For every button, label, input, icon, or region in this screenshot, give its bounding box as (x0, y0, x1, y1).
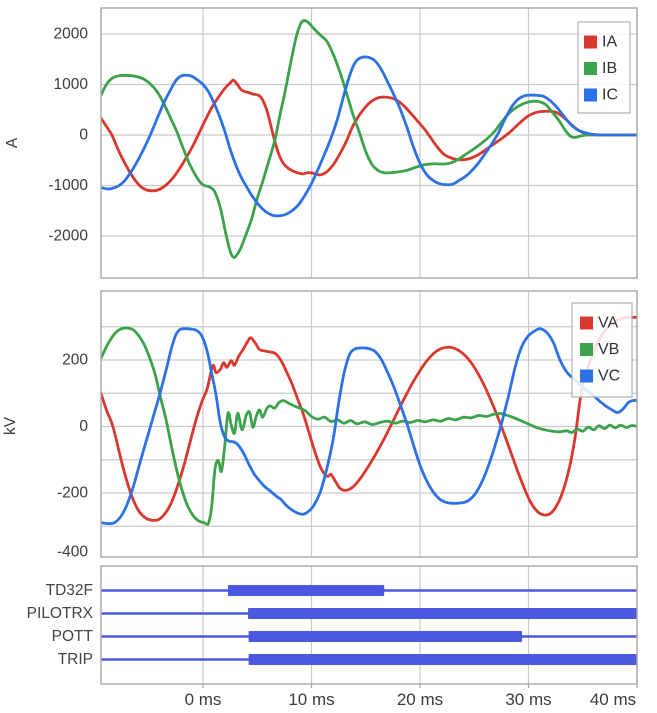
legend-swatch-IA (584, 35, 597, 49)
panel-digitals-border (100, 565, 638, 685)
legend-voltages: VA VB VC (571, 302, 633, 398)
digital-asserted-bar-TRIP (248, 654, 637, 665)
y-tick-label-currents--1000: -1000 (48, 177, 88, 194)
digital-row-label-PILOTRX: PILOTRX (27, 605, 94, 622)
digital-asserted-bar-PILOTRX (248, 608, 637, 619)
panel-currents-border (100, 7, 638, 279)
series-VB-curve (101, 326, 637, 526)
x-tick-label-20ms: 20 ms (397, 690, 443, 709)
y-tick-label-voltages--200: -200 (57, 485, 88, 502)
x-tick-label-40ms: 40 ms (590, 690, 636, 709)
digital-row-label-POTT: POTT (52, 628, 94, 645)
series-VA-curve (101, 315, 637, 522)
voltages-y-axis-unit-label: kV (2, 416, 19, 435)
y-tick-label-voltages-0: 0 (79, 418, 88, 435)
series-IC-curve (101, 55, 637, 218)
panel-voltages: 200 0 -200 -400 VA VB VC (57, 290, 638, 561)
legend-swatch-VC (580, 369, 593, 383)
legend-currents: IA IB IC (577, 21, 631, 114)
digital-asserted-bar-TD32F (227, 585, 385, 596)
series-IA-curve (101, 78, 637, 193)
panel-currents: 2000 1000 0 -1000 -2000 IA IB IC (48, 7, 638, 279)
y-tick-label-voltages--400: -400 (57, 544, 88, 561)
series-VC-curve (101, 327, 637, 526)
legend-swatch-IC (584, 88, 597, 102)
legend-label-IB: IB (602, 60, 617, 77)
legend-label-VC: VC (598, 368, 620, 385)
legend-swatch-IB (584, 62, 597, 75)
y-tick-label-voltages-200: 200 (62, 352, 88, 369)
digital-row-label-TD32F: TD32F (46, 582, 93, 599)
panel-voltages-border (100, 290, 638, 558)
legend-label-VB: VB (598, 341, 619, 358)
legend-label-IA: IA (602, 34, 617, 51)
y-tick-label-currents--2000: -2000 (48, 228, 88, 245)
digital-asserted-bar-POTT (248, 631, 522, 642)
y-tick-label-currents-1000: 1000 (54, 76, 89, 93)
x-tick-label-10ms: 10 ms (288, 690, 334, 709)
x-tick-label-30ms: 30 ms (505, 690, 551, 709)
series-IB-curve (101, 19, 637, 259)
y-tick-label-currents-0: 0 (79, 127, 88, 144)
legend-swatch-VA (580, 316, 593, 330)
currents-y-axis-unit-label: A (4, 137, 21, 148)
legend-label-VA: VA (598, 315, 618, 332)
legend-swatch-VB (580, 343, 593, 356)
legend-label-IC: IC (602, 87, 618, 104)
x-tick-label-0ms: 0 ms (185, 690, 222, 709)
y-tick-label-currents-2000: 2000 (54, 26, 89, 43)
digital-row-label-TRIP: TRIP (58, 651, 93, 668)
panel-digitals: TD32F PILOTRX POTT TRIP 0 ms 10 ms 20 ms 30 ms 4… (27, 565, 638, 709)
